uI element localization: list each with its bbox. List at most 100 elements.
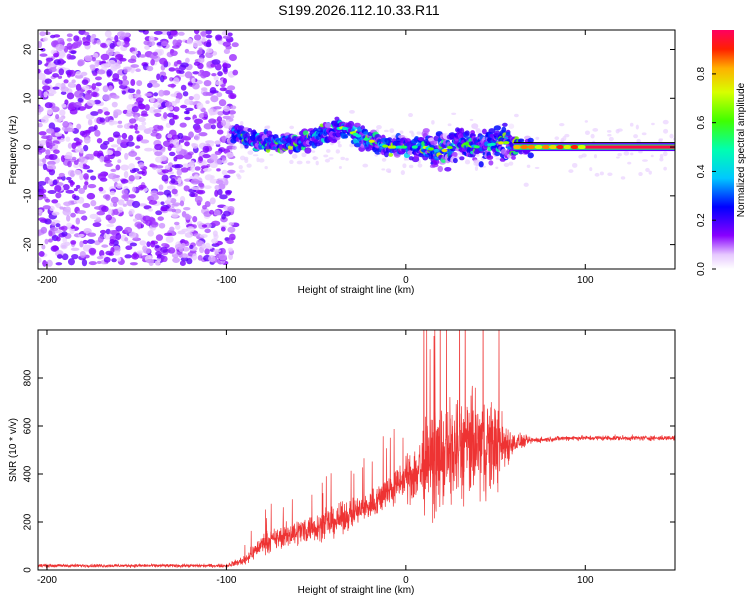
noise-cell <box>205 242 211 249</box>
noise-cell <box>96 69 106 75</box>
noise-cell <box>183 135 189 141</box>
noise-cell <box>176 39 183 44</box>
noise-cell <box>142 245 148 252</box>
noise-cell <box>162 140 171 147</box>
noise-cell <box>219 194 228 200</box>
noise-cell <box>138 162 145 168</box>
noise-cell <box>209 162 218 169</box>
noise-cell <box>45 138 53 146</box>
noise-cell <box>128 175 135 182</box>
steady-tone-cell <box>577 145 586 150</box>
noise-cell <box>73 101 82 108</box>
noise-cell <box>164 101 173 108</box>
noise-cell <box>221 135 227 143</box>
noise-cell <box>100 42 107 48</box>
noise-cell <box>128 194 136 199</box>
noise-cell <box>44 102 53 109</box>
noise-cell <box>127 88 136 94</box>
spectrogram-x-ticks: -200 -100 0 100 <box>37 30 594 286</box>
noise-cell <box>86 192 96 200</box>
noise-cell <box>137 124 146 131</box>
noise-cell <box>228 222 235 226</box>
noise-cell <box>230 94 237 99</box>
faint-cell <box>349 110 355 114</box>
noise-cell <box>115 225 123 232</box>
track-cell <box>452 157 458 164</box>
noise-cell <box>51 199 59 204</box>
faint-cell <box>635 124 639 130</box>
noise-cell <box>140 113 149 117</box>
noise-cell <box>69 108 78 115</box>
noise-cell <box>46 259 53 267</box>
noise-cell <box>66 71 72 78</box>
noise-cell <box>162 75 168 80</box>
noise-cell <box>148 208 154 212</box>
noise-cell <box>203 79 212 87</box>
noise-cell <box>153 30 163 35</box>
noise-cell <box>208 108 214 116</box>
noise-cell <box>192 40 199 48</box>
noise-cell <box>169 118 175 126</box>
noise-cell <box>171 213 179 218</box>
noise-cell <box>196 49 203 56</box>
noise-cell <box>155 234 164 241</box>
noise-cell <box>44 31 51 36</box>
noise-cell <box>73 160 79 166</box>
x-tick-label: -100 <box>216 575 236 586</box>
faint-cell <box>651 122 655 126</box>
faint-cell <box>650 154 654 158</box>
noise-cell <box>84 55 93 62</box>
noise-cell <box>172 39 178 47</box>
faint-cell <box>246 163 252 168</box>
noise-cell <box>210 95 219 103</box>
noise-cell <box>211 238 219 244</box>
track-cell <box>407 150 414 155</box>
noise-cell <box>168 151 176 157</box>
faint-cell <box>554 136 560 141</box>
track-cell <box>527 137 534 144</box>
noise-cell <box>114 35 119 43</box>
noise-cell <box>225 190 232 196</box>
noise-cell <box>193 30 200 35</box>
steady-tone-cell <box>534 145 543 150</box>
noise-cell <box>187 51 197 55</box>
noise-cell <box>83 137 91 144</box>
noise-cell <box>154 143 163 151</box>
faint-cell <box>431 120 435 125</box>
noise-cell <box>38 59 43 66</box>
noise-cell <box>93 150 100 157</box>
noise-cell <box>151 82 161 88</box>
noise-cell <box>201 243 206 249</box>
noise-cell <box>141 121 147 126</box>
noise-cell <box>39 188 47 194</box>
noise-cell <box>222 66 228 73</box>
noise-cell <box>160 255 168 263</box>
faint-cell <box>608 136 614 142</box>
faint-cell <box>238 165 243 170</box>
noise-cell <box>214 184 220 191</box>
noise-cell <box>161 169 169 174</box>
noise-cell <box>171 164 181 169</box>
noise-cell <box>201 87 208 91</box>
noise-cell <box>173 221 180 226</box>
noise-cell <box>92 222 102 228</box>
noise-cell <box>155 133 162 140</box>
noise-cell <box>90 35 95 43</box>
noise-cell <box>150 58 155 66</box>
noise-cell <box>117 207 124 213</box>
noise-cell <box>211 72 217 77</box>
noise-cell <box>82 163 87 168</box>
colorbar-tick-label: 0.2 <box>696 213 707 227</box>
noise-cell <box>63 79 69 84</box>
noise-cell <box>63 201 72 207</box>
noise-cell <box>97 108 103 114</box>
y-tick-label: 200 <box>23 513 34 530</box>
track-core <box>401 145 408 149</box>
noise-cell <box>46 164 56 170</box>
noise-cell <box>70 50 77 55</box>
noise-cell <box>82 202 91 208</box>
colorbar-tick-label: 0.6 <box>696 115 707 129</box>
noise-cell <box>42 163 48 171</box>
noise-cell <box>167 133 173 139</box>
track-cell <box>237 125 245 131</box>
